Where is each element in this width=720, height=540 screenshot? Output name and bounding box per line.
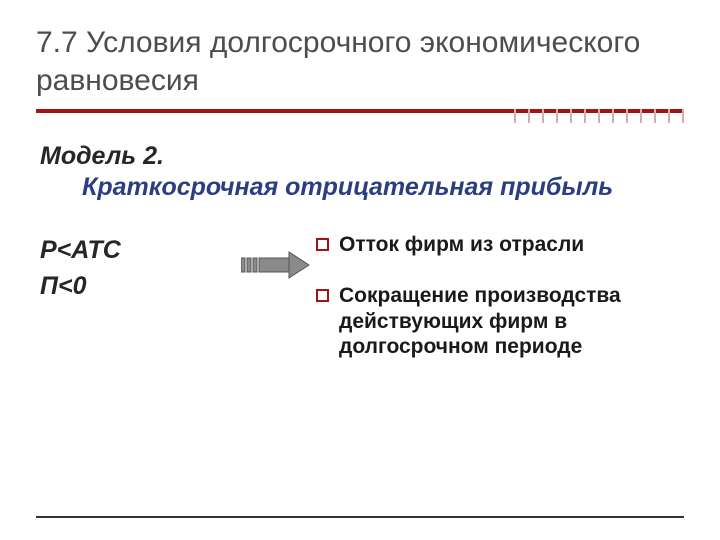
tick	[598, 109, 600, 123]
slide-title: 7.7 Условия долгосрочного экономического…	[36, 24, 684, 99]
bullet-item: Отток фирм из отрасли	[316, 232, 684, 258]
title-underline	[36, 109, 684, 123]
bullet-text: Отток фирм из отрасли	[339, 232, 584, 258]
tick-marks	[514, 109, 684, 123]
tick	[626, 109, 628, 123]
formula-1: P<ATC	[40, 232, 236, 268]
arrow-wrap	[236, 232, 316, 280]
tick	[668, 109, 670, 123]
tick	[584, 109, 586, 123]
subtitle: Модель 2. Краткосрочная отрицательная пр…	[36, 141, 684, 204]
arrow-right-icon	[241, 250, 311, 280]
tick	[682, 109, 684, 123]
bullet-marker-icon	[316, 238, 329, 251]
formula-block: P<ATC П<0	[36, 232, 236, 305]
tick	[514, 109, 516, 123]
tick	[612, 109, 614, 123]
subtitle-desc: Краткосрочная отрицательная прибыль	[40, 172, 684, 203]
subtitle-model: Модель 2.	[40, 142, 164, 170]
tick	[542, 109, 544, 123]
bullet-item: Сокращение производства действующих фирм…	[316, 283, 684, 360]
bottom-rule	[36, 516, 684, 518]
slide: 7.7 Условия долгосрочного экономического…	[0, 0, 720, 540]
tick	[640, 109, 642, 123]
content-row: P<ATC П<0 Отток фирм из отрасли Сокращени…	[36, 232, 684, 386]
tick	[528, 109, 530, 123]
tick	[654, 109, 656, 123]
bullet-text: Сокращение производства действующих фирм…	[339, 283, 684, 360]
formula-2: П<0	[40, 268, 236, 304]
bullet-marker-icon	[316, 289, 329, 302]
bullet-list: Отток фирм из отрасли Сокращение производ…	[316, 232, 684, 386]
tick	[570, 109, 572, 123]
tick	[556, 109, 558, 123]
